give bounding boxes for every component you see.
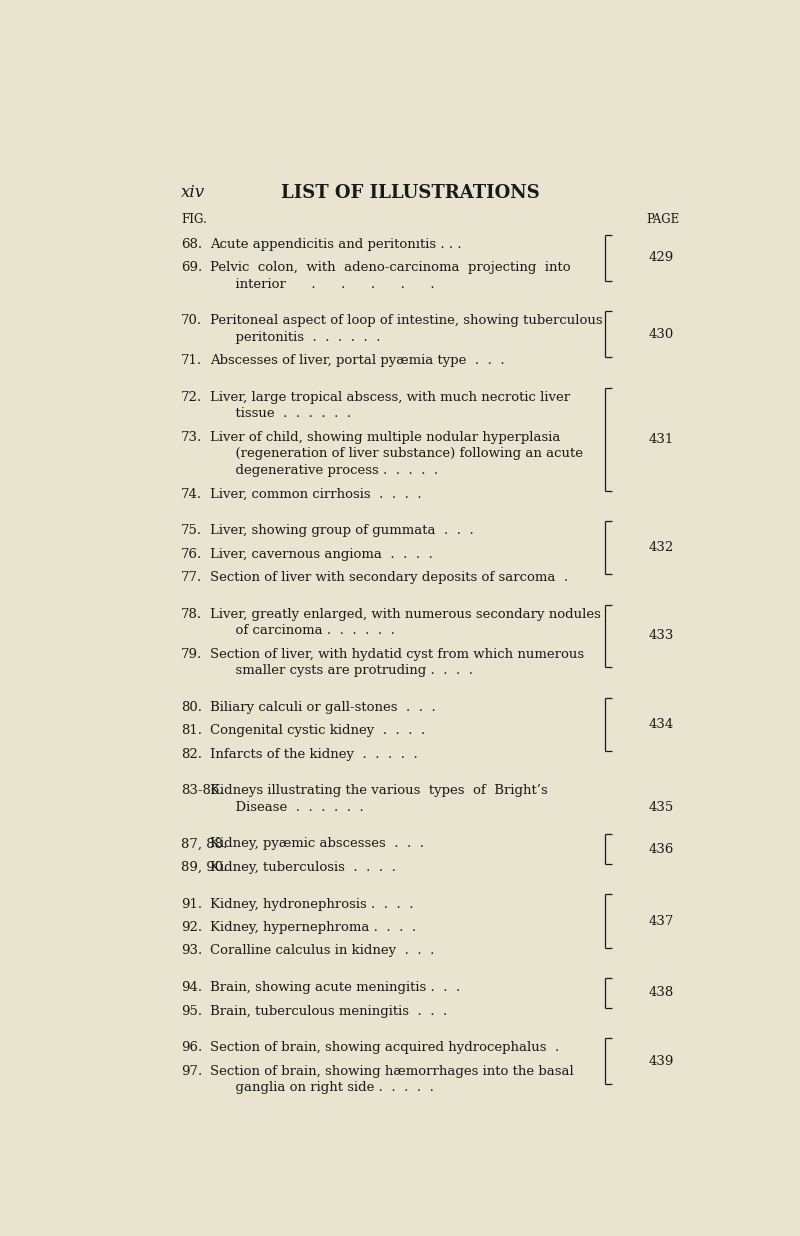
Text: Liver of child, showing multiple nodular hyperplasia: Liver of child, showing multiple nodular…	[210, 431, 561, 444]
Text: 91.: 91.	[182, 897, 202, 911]
Text: 438: 438	[649, 986, 674, 1000]
Text: Liver, common cirrhosis  .  .  .  .: Liver, common cirrhosis . . . .	[210, 487, 422, 501]
Text: 74.: 74.	[182, 487, 202, 501]
Text: Biliary calculi or gall-stones  .  .  .: Biliary calculi or gall-stones . . .	[210, 701, 436, 714]
Text: 437: 437	[649, 915, 674, 927]
Text: 93.: 93.	[182, 944, 202, 958]
Text: 80.: 80.	[182, 701, 202, 714]
Text: 87, 88.: 87, 88.	[182, 838, 228, 850]
Text: ganglia on right side .  .  .  .  .: ganglia on right side . . . . .	[210, 1082, 434, 1094]
Text: of carcinoma .  .  .  .  .  .: of carcinoma . . . . . .	[210, 624, 395, 638]
Text: 89, 90.: 89, 90.	[182, 861, 228, 874]
Text: (regeneration of liver substance) following an acute: (regeneration of liver substance) follow…	[210, 447, 583, 461]
Text: Coralline calculus in kidney  .  .  .: Coralline calculus in kidney . . .	[210, 944, 434, 958]
Text: FIG.: FIG.	[182, 213, 207, 226]
Text: Section of liver with secondary deposits of sarcoma  .: Section of liver with secondary deposits…	[210, 571, 568, 585]
Text: 68.: 68.	[182, 237, 202, 251]
Text: Kidney, pyæmic abscesses  .  .  .: Kidney, pyæmic abscesses . . .	[210, 838, 424, 850]
Text: 430: 430	[649, 328, 674, 341]
Text: interior      .      .      .      .      .: interior . . . . .	[210, 278, 434, 290]
Text: Kidneys illustrating the various  types  of  Bright’s: Kidneys illustrating the various types o…	[210, 785, 548, 797]
Text: 83-86.: 83-86.	[182, 785, 224, 797]
Text: PAGE: PAGE	[646, 213, 680, 226]
Text: 97.: 97.	[182, 1064, 202, 1078]
Text: Section of brain, showing hæmorrhages into the basal: Section of brain, showing hæmorrhages in…	[210, 1064, 574, 1078]
Text: 432: 432	[649, 541, 674, 554]
Text: 94.: 94.	[182, 981, 202, 994]
Text: degenerative process .  .  .  .  .: degenerative process . . . . .	[210, 464, 438, 477]
Text: 431: 431	[649, 433, 674, 446]
Text: 81.: 81.	[182, 724, 202, 738]
Text: Peritoneal aspect of loop of intestine, showing tuberculous: Peritoneal aspect of loop of intestine, …	[210, 314, 602, 328]
Text: peritonitis  .  .  .  .  .  .: peritonitis . . . . . .	[210, 331, 381, 344]
Text: Liver, large tropical abscess, with much necrotic liver: Liver, large tropical abscess, with much…	[210, 391, 570, 404]
Text: 77.: 77.	[182, 571, 202, 585]
Text: 95.: 95.	[182, 1005, 202, 1017]
Text: 436: 436	[649, 843, 674, 855]
Text: 435: 435	[649, 801, 674, 813]
Text: xiv: xiv	[182, 184, 206, 200]
Text: Brain, showing acute meningitis .  .  .: Brain, showing acute meningitis . . .	[210, 981, 460, 994]
Text: Liver, showing group of gummata  .  .  .: Liver, showing group of gummata . . .	[210, 524, 474, 538]
Text: Kidney, hydronephrosis .  .  .  .: Kidney, hydronephrosis . . . .	[210, 897, 414, 911]
Text: Kidney, tuberculosis  .  .  .  .: Kidney, tuberculosis . . . .	[210, 861, 396, 874]
Text: 433: 433	[649, 629, 674, 643]
Text: Disease  .  .  .  .  .  .: Disease . . . . . .	[210, 801, 364, 813]
Text: 72.: 72.	[182, 391, 202, 404]
Text: 73.: 73.	[182, 431, 202, 444]
Text: Pelvic  colon,  with  adeno-carcinoma  projecting  into: Pelvic colon, with adeno-carcinoma proje…	[210, 261, 570, 274]
Text: 69.: 69.	[182, 261, 202, 274]
Text: LIST OF ILLUSTRATIONS: LIST OF ILLUSTRATIONS	[281, 184, 539, 201]
Text: 96.: 96.	[182, 1041, 202, 1054]
Text: 434: 434	[649, 718, 674, 730]
Text: 76.: 76.	[182, 548, 202, 561]
Text: Abscesses of liver, portal pyæmia type  .  .  .: Abscesses of liver, portal pyæmia type .…	[210, 355, 505, 367]
Text: Liver, greatly enlarged, with numerous secondary nodules: Liver, greatly enlarged, with numerous s…	[210, 608, 601, 620]
Text: tissue  .  .  .  .  .  .: tissue . . . . . .	[210, 408, 351, 420]
Text: Section of liver, with hydatid cyst from which numerous: Section of liver, with hydatid cyst from…	[210, 648, 584, 661]
Text: smaller cysts are protruding .  .  .  .: smaller cysts are protruding . . . .	[210, 664, 473, 677]
Text: 78.: 78.	[182, 608, 202, 620]
Text: 75.: 75.	[182, 524, 202, 538]
Text: 92.: 92.	[182, 921, 202, 934]
Text: Kidney, hypernephroma .  .  .  .: Kidney, hypernephroma . . . .	[210, 921, 416, 934]
Text: Brain, tuberculous meningitis  .  .  .: Brain, tuberculous meningitis . . .	[210, 1005, 447, 1017]
Text: 429: 429	[649, 251, 674, 265]
Text: Liver, cavernous angioma  .  .  .  .: Liver, cavernous angioma . . . .	[210, 548, 433, 561]
Text: 70.: 70.	[182, 314, 202, 328]
Text: 71.: 71.	[182, 355, 202, 367]
Text: Congenital cystic kidney  .  .  .  .: Congenital cystic kidney . . . .	[210, 724, 426, 738]
Text: Infarcts of the kidney  .  .  .  .  .: Infarcts of the kidney . . . . .	[210, 748, 418, 761]
Text: 79.: 79.	[182, 648, 202, 661]
Text: Section of brain, showing acquired hydrocephalus  .: Section of brain, showing acquired hydro…	[210, 1041, 559, 1054]
Text: Acute appendicitis and peritonıtis . . .: Acute appendicitis and peritonıtis . . .	[210, 237, 462, 251]
Text: 439: 439	[649, 1054, 674, 1068]
Text: 82.: 82.	[182, 748, 202, 761]
